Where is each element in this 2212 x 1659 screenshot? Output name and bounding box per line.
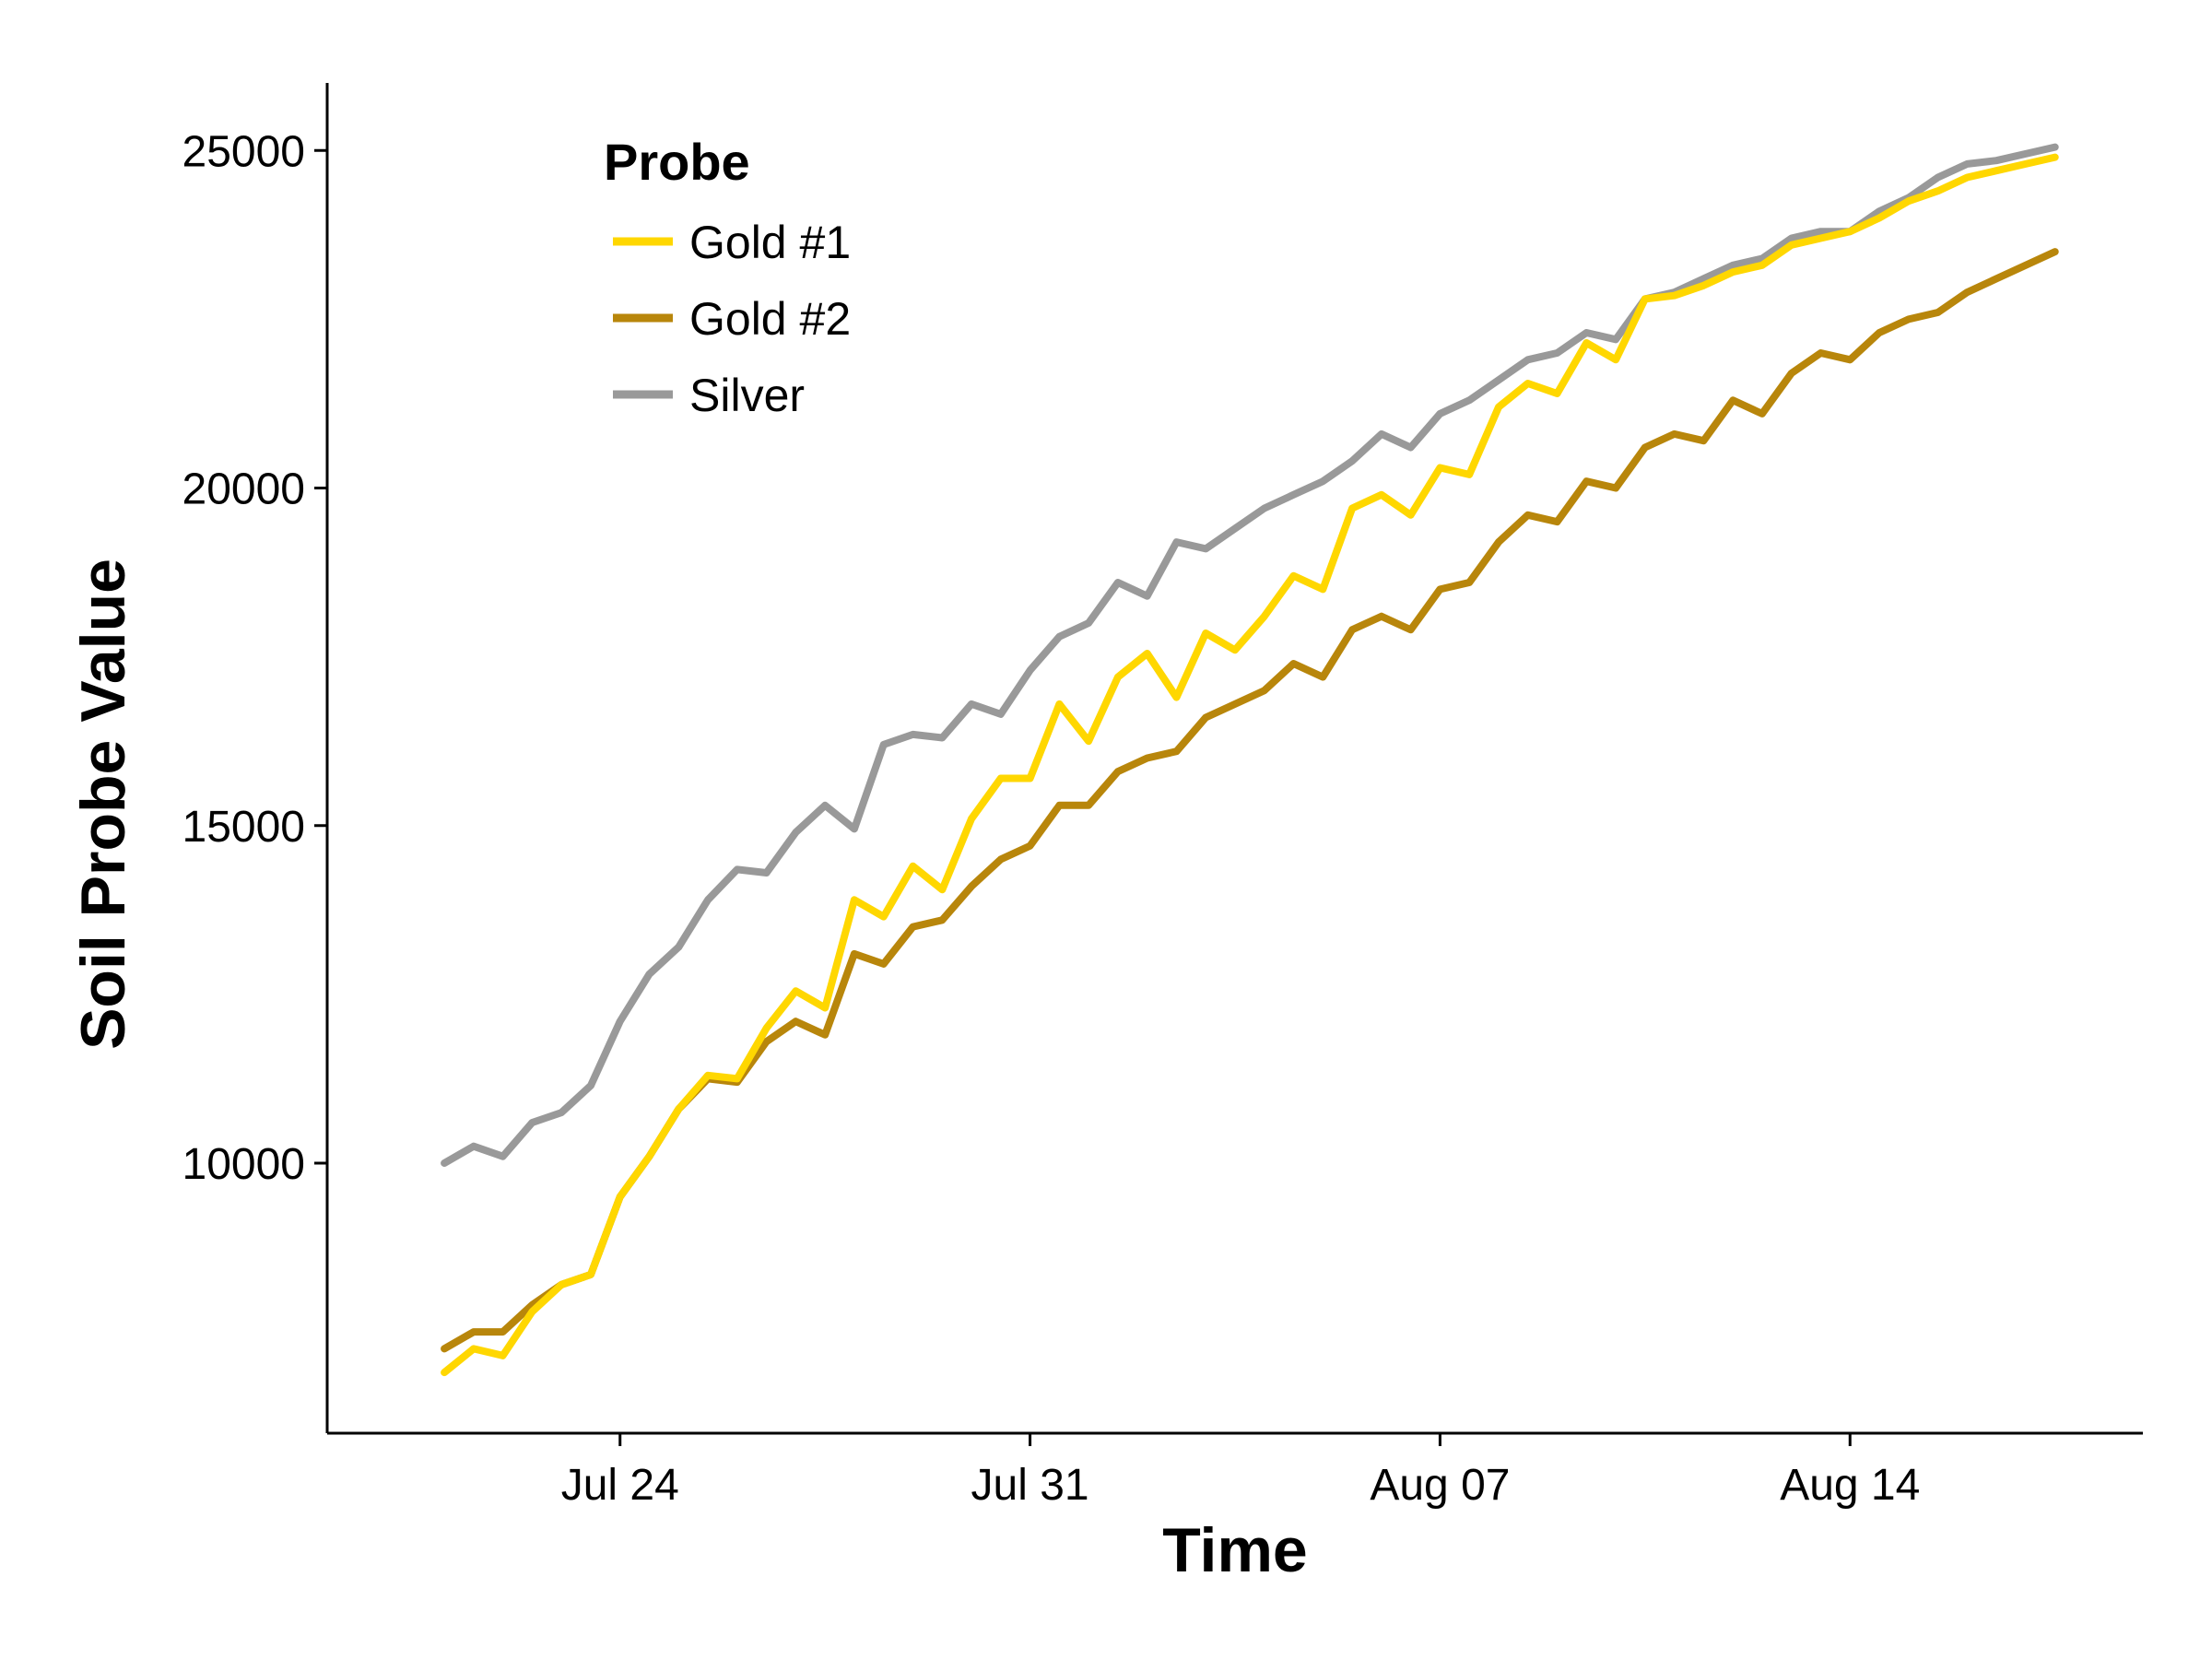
axes: 10000 15000 20000 25000 Jul 24 Jul 31 Aug 07 Au… [182, 83, 2143, 1510]
y-axis-title: Soil Probe Value [68, 559, 138, 1050]
series-line-gold-2 [441, 248, 2059, 1353]
legend-label: Silver [689, 370, 805, 421]
y-tick-label: 10000 [182, 1140, 305, 1189]
series-line-gold-1 [441, 153, 2059, 1377]
legend: Probe Gold #1 Gold #2 Silver [604, 133, 851, 421]
x-tick-label: Aug 14 [1780, 1461, 1920, 1510]
x-tick-label: Jul 24 [561, 1461, 679, 1510]
y-tick-label: 20000 [182, 465, 305, 514]
x-axis-title: Time [1162, 1515, 1307, 1585]
y-tick-label: 25000 [182, 127, 305, 176]
series-line-silver [441, 143, 2059, 1167]
x-tick-label: Aug 07 [1370, 1461, 1510, 1510]
y-tick-label: 15000 [182, 803, 305, 852]
legend-label: Gold #2 [689, 293, 851, 345]
legend-label: Gold #1 [689, 217, 851, 268]
legend-title: Probe [604, 133, 750, 191]
x-tick-label: Jul 31 [971, 1461, 1089, 1510]
series-layer [441, 143, 2059, 1377]
